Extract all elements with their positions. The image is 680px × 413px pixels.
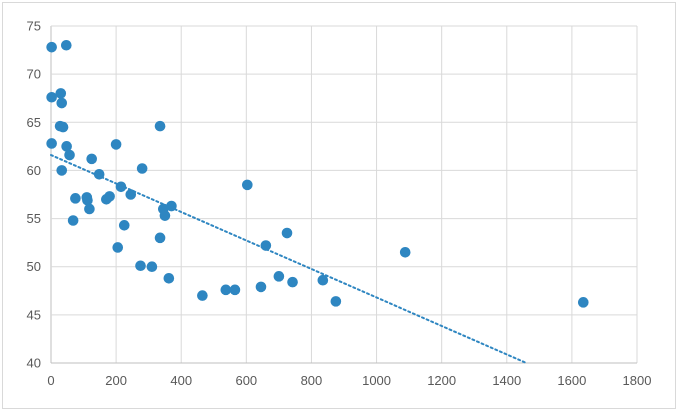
y-tick-label: 70 [27, 67, 41, 82]
x-tick-label: 1200 [427, 373, 456, 388]
data-point [159, 210, 171, 221]
data-point [115, 181, 127, 193]
data-point [56, 97, 68, 109]
data-point [67, 215, 79, 226]
y-axis-tick-labels: 40 45 50 55 60 65 70 75 [27, 19, 41, 371]
data-point [154, 232, 166, 244]
y-tick-label: 40 [27, 356, 41, 371]
data-point [197, 290, 208, 301]
data-point [61, 141, 72, 152]
data-point [93, 168, 105, 180]
data-point [61, 39, 72, 51]
data-point [86, 153, 97, 165]
data-point [84, 203, 95, 215]
data-point [330, 296, 342, 307]
data-point [163, 272, 175, 284]
data-point [46, 41, 57, 53]
y-tick-label: 75 [27, 19, 41, 34]
y-tick-label: 60 [27, 163, 41, 178]
y-tick-label: 50 [27, 259, 41, 274]
gridlines [50, 25, 638, 364]
data-point [273, 271, 285, 282]
x-tick-label: 200 [105, 373, 127, 388]
x-tick-label: 0 [47, 373, 54, 388]
data-point [399, 246, 411, 258]
y-tick-label: 55 [27, 211, 41, 226]
data-point [135, 260, 146, 272]
scatter-chart: 0 200 400 600 800 1000 1200 1400 1600 1800 40 45 50… [27, 19, 652, 389]
data-point [125, 189, 137, 200]
data-point [55, 88, 67, 99]
data-point [46, 91, 57, 103]
data-point [112, 242, 124, 253]
data-point [146, 261, 158, 273]
data-point [56, 165, 68, 176]
data-point [46, 138, 57, 149]
y-tick-label: 45 [27, 307, 41, 322]
data-point [118, 220, 130, 231]
data-point [110, 139, 122, 150]
data-points [46, 39, 589, 308]
data-point [220, 284, 232, 296]
data-point [70, 193, 81, 204]
x-tick-label: 1000 [362, 373, 391, 388]
data-point [287, 276, 298, 288]
x-tick-label: 400 [170, 373, 192, 388]
x-tick-label: 800 [301, 373, 323, 388]
x-tick-label: 1400 [492, 373, 521, 388]
chart-frame: 0 200 400 600 800 1000 1200 1400 1600 1800 40 45 50… [2, 2, 676, 409]
x-axis-tick-labels: 0 200 400 600 800 1000 1200 1400 1600 1800 [47, 373, 651, 388]
data-point [229, 284, 241, 296]
data-point [317, 274, 329, 286]
data-point [57, 121, 69, 133]
data-point [64, 149, 75, 161]
data-point [255, 281, 267, 293]
data-point [281, 227, 293, 239]
x-tick-label: 600 [235, 373, 257, 388]
data-point [242, 179, 253, 191]
x-tick-label: 1600 [557, 373, 586, 388]
data-point [136, 163, 148, 174]
data-point [166, 200, 177, 212]
data-point [260, 240, 272, 251]
data-point [577, 297, 589, 308]
data-point [154, 120, 166, 132]
data-point [104, 191, 115, 202]
x-tick-label: 1800 [623, 373, 652, 388]
y-tick-label: 65 [27, 115, 41, 130]
data-point [82, 194, 93, 206]
